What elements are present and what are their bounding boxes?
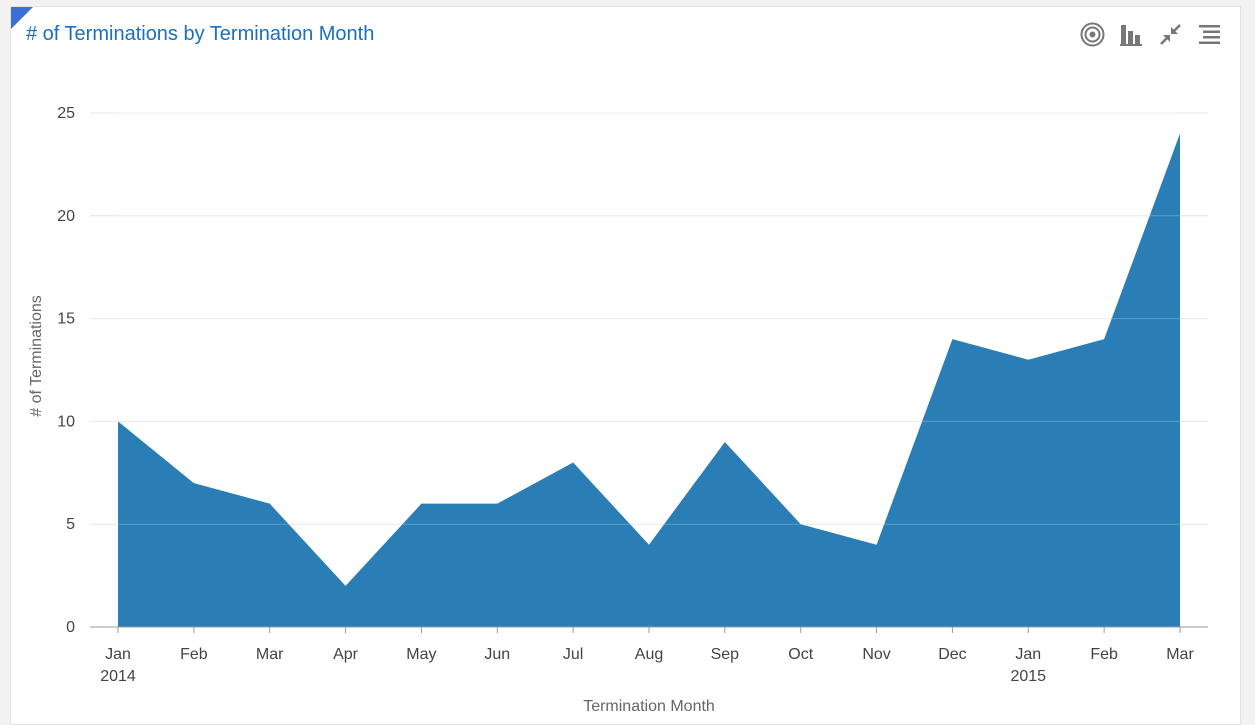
y-tick-label: 0 (66, 619, 75, 636)
x-tick-label: Apr (333, 646, 359, 663)
x-tick-label: Mar (256, 646, 284, 663)
x-tick-label: Dec (938, 646, 966, 663)
x-tick-label: Feb (1090, 646, 1118, 663)
x-tick-label: 2015 (1010, 668, 1046, 685)
y-tick-label: 25 (57, 105, 75, 122)
x-tick-label: Jan (1015, 646, 1041, 663)
chart-title: # of Terminations by Termination Month (26, 23, 375, 45)
collapse-icon[interactable] (1158, 22, 1183, 47)
x-tick-label: Jun (484, 646, 510, 663)
panel-corner-marker (11, 7, 33, 29)
x-tick-label: Nov (862, 646, 890, 663)
y-tick-label: 5 (66, 516, 75, 533)
x-tick-label: Sep (711, 646, 740, 663)
target-icon[interactable] (1080, 22, 1105, 47)
bar-chart-icon[interactable] (1119, 22, 1144, 47)
x-tick-label: Feb (180, 646, 208, 663)
y-tick-label: 15 (57, 311, 75, 328)
x-tick-label: Oct (788, 646, 813, 663)
y-tick-label: 10 (57, 413, 75, 430)
x-tick-label: 2014 (100, 668, 136, 685)
x-axis-title: Termination Month (583, 698, 715, 715)
x-tick-label: Mar (1166, 646, 1194, 663)
area-series (118, 133, 1180, 627)
x-tick-label: Jan (105, 646, 131, 663)
y-tick-label: 20 (57, 208, 75, 225)
x-tick-label: May (406, 646, 436, 663)
chart-toolbar (1080, 22, 1222, 47)
x-tick-label: Jul (563, 646, 583, 663)
y-axis-title: # of Terminations (28, 295, 45, 417)
menu-icon[interactable] (1197, 22, 1222, 47)
x-tick-label: Aug (635, 646, 663, 663)
